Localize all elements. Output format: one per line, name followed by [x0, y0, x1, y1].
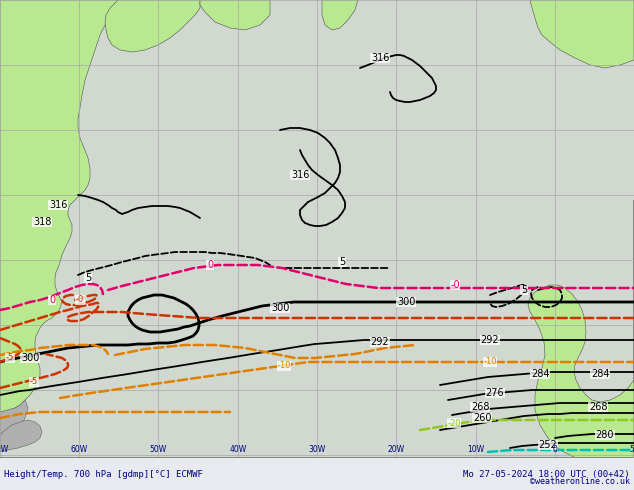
Text: -5: -5 [6, 353, 14, 363]
Text: 40W: 40W [230, 445, 247, 454]
Text: -20: -20 [447, 418, 461, 427]
Text: 10W: 10W [467, 445, 484, 454]
Text: -10: -10 [277, 362, 291, 370]
Text: 50W: 50W [150, 445, 167, 454]
Text: 60W: 60W [70, 445, 87, 454]
Bar [0, 457, 634, 458]
Text: -0: -0 [76, 295, 84, 304]
Text: 316: 316 [371, 53, 389, 63]
Text: 300: 300 [21, 353, 39, 363]
Text: 5: 5 [85, 273, 91, 283]
Text: 300: 300 [271, 303, 289, 313]
Text: 284: 284 [591, 369, 609, 379]
Text: 318: 318 [33, 217, 51, 227]
Text: 276: 276 [486, 388, 504, 398]
Polygon shape [322, 0, 358, 30]
Text: 268: 268 [471, 402, 489, 412]
Text: ©weatheronline.co.uk: ©weatheronline.co.uk [530, 477, 630, 486]
Text: 5E: 5E [629, 445, 634, 454]
Polygon shape [105, 0, 200, 52]
Text: 0: 0 [207, 260, 213, 270]
Text: -5: -5 [30, 377, 38, 387]
Polygon shape [0, 0, 118, 412]
Text: 0: 0 [49, 295, 55, 305]
Text: 252: 252 [539, 440, 557, 450]
Text: 5: 5 [521, 285, 527, 295]
Text: 268: 268 [589, 402, 607, 412]
Text: 292: 292 [371, 337, 389, 347]
Text: 300: 300 [397, 297, 415, 307]
Text: 280: 280 [596, 430, 614, 440]
Text: 30W: 30W [308, 445, 326, 454]
Text: 0: 0 [553, 445, 557, 454]
Polygon shape [0, 400, 28, 452]
Text: 284: 284 [531, 369, 549, 379]
Text: Height/Temp. 700 hPa [gdmp][°C] ECMWF: Height/Temp. 700 hPa [gdmp][°C] ECMWF [4, 469, 203, 479]
Text: 20W: 20W [387, 445, 404, 454]
Bar [0, 458, 634, 490]
Text: 5: 5 [339, 257, 345, 267]
Text: 316: 316 [49, 200, 67, 210]
Text: -0: -0 [450, 280, 460, 290]
Text: -10: -10 [483, 358, 497, 367]
Text: 316: 316 [291, 170, 309, 180]
Text: 260: 260 [473, 413, 491, 423]
Polygon shape [200, 0, 270, 30]
Polygon shape [0, 420, 42, 452]
Polygon shape [530, 0, 634, 68]
Text: 70W: 70W [0, 445, 9, 454]
Text: 292: 292 [481, 335, 500, 345]
Polygon shape [528, 200, 634, 460]
Text: Mo 27-05-2024 18:00 UTC (00+42): Mo 27-05-2024 18:00 UTC (00+42) [463, 469, 630, 479]
